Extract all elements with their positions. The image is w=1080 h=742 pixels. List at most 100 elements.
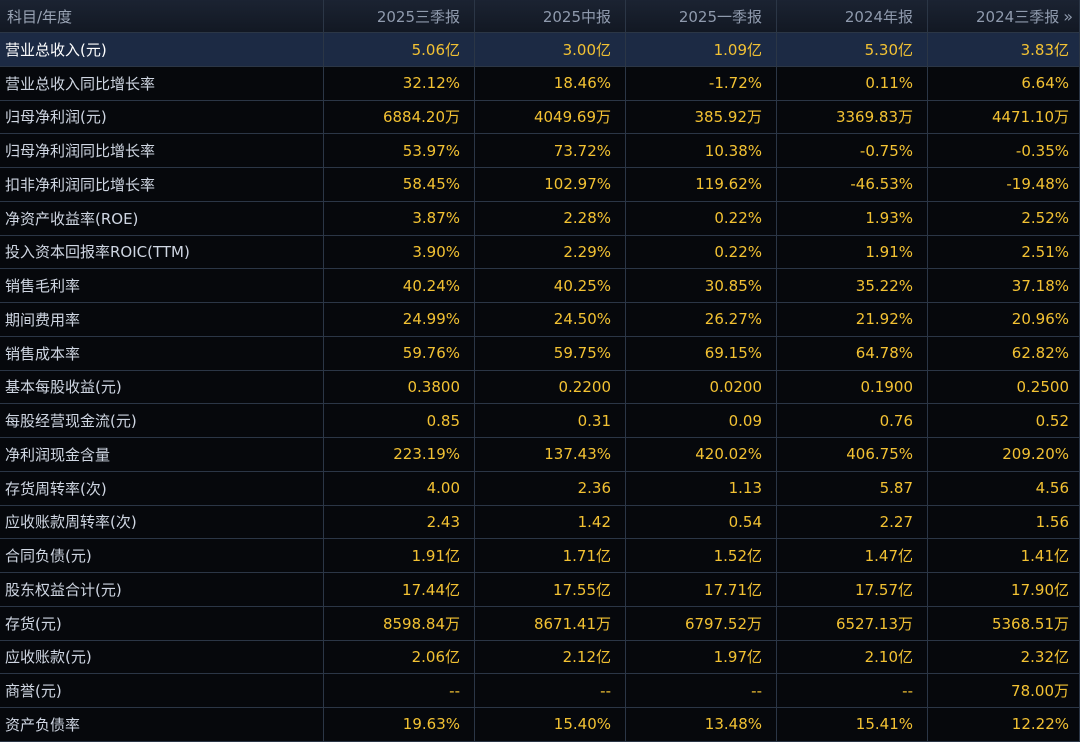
table-cell: 37.18%: [928, 269, 1080, 303]
table-cell: -19.48%: [928, 168, 1080, 202]
table-cell: 0.2200: [475, 370, 626, 405]
table-cell: 4.00: [324, 471, 475, 506]
table-cell: 0.1900: [777, 370, 928, 405]
row-label: 归母净利润(元): [0, 100, 324, 135]
table-cell: 6797.52万: [626, 606, 777, 641]
header-period-2[interactable]: 2025一季报: [626, 0, 777, 33]
table-cell: 1.93%: [777, 201, 928, 236]
table-cell: 1.91亿: [324, 539, 475, 573]
table-cell: 2.12亿: [475, 640, 626, 675]
table-cell: 8671.41万: [475, 606, 626, 641]
table-cell: 1.97亿: [626, 640, 777, 675]
table-cell: 0.22%: [626, 235, 777, 270]
row-label: 净资产收益率(ROE): [0, 201, 324, 236]
table-cell: 2.51%: [928, 235, 1080, 270]
header-period-3[interactable]: 2024年报: [777, 0, 928, 33]
table-cell: 102.97%: [475, 168, 626, 202]
table-cell: 6.64%: [928, 66, 1080, 101]
table-cell: 15.40%: [475, 708, 626, 742]
table-cell: --: [777, 674, 928, 708]
table-cell: 6527.13万: [777, 606, 928, 641]
table-cell: 406.75%: [777, 438, 928, 472]
table-cell: 59.75%: [475, 336, 626, 371]
table-cell: 1.13: [626, 471, 777, 506]
table-cell: 24.50%: [475, 303, 626, 337]
table-cell: 58.45%: [324, 168, 475, 202]
table-cell: 0.85: [324, 404, 475, 438]
table-cell: 19.63%: [324, 708, 475, 742]
table-cell: 17.55亿: [475, 573, 626, 607]
row-label: 存货(元): [0, 606, 324, 641]
table-cell: 0.2500: [928, 370, 1080, 405]
table-cell: 2.43: [324, 505, 475, 540]
header-period-label: 2024三季报: [976, 7, 1060, 26]
row-label: 营业总收入(元): [0, 33, 324, 67]
table-cell: 17.44亿: [324, 573, 475, 607]
table-cell: 0.52: [928, 404, 1080, 438]
row-label: 资产负债率: [0, 708, 324, 742]
table-cell: --: [324, 674, 475, 708]
table-cell: 4.56: [928, 471, 1080, 506]
table-cell: 0.0200: [626, 370, 777, 405]
row-label: 合同负债(元): [0, 539, 324, 573]
header-period-0[interactable]: 2025三季报: [324, 0, 475, 33]
table-cell: 420.02%: [626, 438, 777, 472]
table-cell: 5.30亿: [777, 33, 928, 67]
table-cell: 0.3800: [324, 370, 475, 405]
table-cell: 73.72%: [475, 134, 626, 168]
table-cell: 59.76%: [324, 336, 475, 371]
row-label: 期间费用率: [0, 303, 324, 337]
table-cell: 385.92万: [626, 100, 777, 135]
table-cell: 3369.83万: [777, 100, 928, 135]
header-period-label: 2025三季报: [376, 7, 460, 26]
table-cell: 0.09: [626, 404, 777, 438]
row-label: 应收账款周转率(次): [0, 505, 324, 540]
row-label: 每股经营现金流(元): [0, 404, 324, 438]
table-cell: 62.82%: [928, 336, 1080, 371]
table-cell: 13.48%: [626, 708, 777, 742]
table-cell: 5368.51万: [928, 606, 1080, 641]
table-cell: 0.11%: [777, 66, 928, 101]
table-cell: 3.00亿: [475, 33, 626, 67]
table-cell: 5.87: [777, 471, 928, 506]
table-cell: 0.76: [777, 404, 928, 438]
table-cell: 40.24%: [324, 269, 475, 303]
table-cell: 4049.69万: [475, 100, 626, 135]
table-cell: --: [475, 674, 626, 708]
table-cell: 30.85%: [626, 269, 777, 303]
table-cell: 0.31: [475, 404, 626, 438]
table-cell: 1.56: [928, 505, 1080, 540]
table-cell: 20.96%: [928, 303, 1080, 337]
header-period-label: 2025中报: [542, 7, 611, 26]
header-subject-year: 科目/年度: [0, 0, 324, 33]
table-cell: 4471.10万: [928, 100, 1080, 135]
table-cell: 1.41亿: [928, 539, 1080, 573]
table-cell: --: [626, 674, 777, 708]
table-cell: 209.20%: [928, 438, 1080, 472]
table-cell: -0.35%: [928, 134, 1080, 168]
table-cell: 2.52%: [928, 201, 1080, 236]
table-cell: 2.10亿: [777, 640, 928, 675]
row-label: 基本每股收益(元): [0, 370, 324, 405]
row-label: 投入资本回报率ROIC(TTM): [0, 235, 324, 270]
double-chevron-right-icon[interactable]: »: [1063, 6, 1073, 26]
header-period-label: 2024年报: [844, 7, 913, 26]
row-label: 存货周转率(次): [0, 471, 324, 506]
table-cell: -1.72%: [626, 66, 777, 101]
table-cell: 3.83亿: [928, 33, 1080, 67]
table-cell: 78.00万: [928, 674, 1080, 708]
table-cell: 3.90%: [324, 235, 475, 270]
table-cell: 2.28%: [475, 201, 626, 236]
row-label: 营业总收入同比增长率: [0, 66, 324, 101]
table-cell: 119.62%: [626, 168, 777, 202]
header-period-label: 2025一季报: [678, 7, 762, 26]
table-cell: 17.90亿: [928, 573, 1080, 607]
header-period-4[interactable]: 2024三季报»: [928, 0, 1080, 33]
table-cell: 8598.84万: [324, 606, 475, 641]
table-cell: 0.22%: [626, 201, 777, 236]
header-period-1[interactable]: 2025中报: [475, 0, 626, 33]
table-cell: 53.97%: [324, 134, 475, 168]
table-cell: 1.52亿: [626, 539, 777, 573]
table-cell: 2.36: [475, 471, 626, 506]
